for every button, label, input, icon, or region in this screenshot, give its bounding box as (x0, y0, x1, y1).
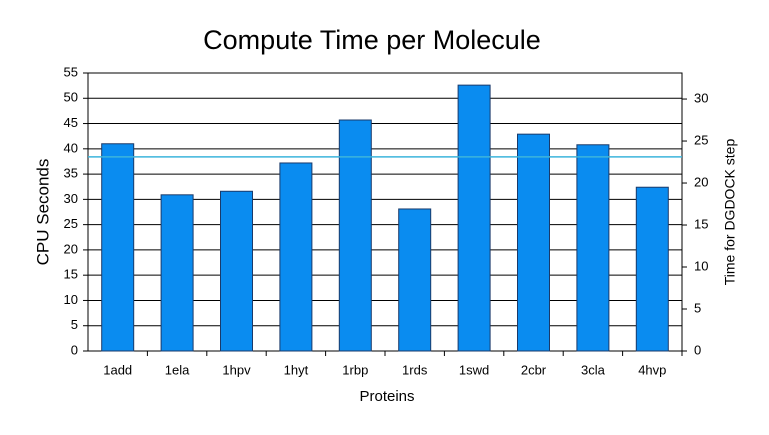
bar (101, 143, 135, 352)
bar (220, 190, 253, 352)
y2-axis-label: Time for DGDOCK step (722, 139, 738, 286)
bar (457, 84, 491, 352)
x-tick-label: 1rds (402, 362, 428, 377)
bar (398, 208, 432, 352)
y-tick-label: 25 (64, 216, 78, 231)
y2-tick-label: 10 (694, 258, 708, 273)
y-tick-label: 40 (64, 140, 78, 155)
bar (279, 162, 313, 352)
x-tick-label: 4hvp (638, 362, 666, 377)
y-tick-label: 30 (64, 191, 78, 206)
chart-title: Compute Time per Molecule (203, 25, 541, 55)
x-tick-label: 1hpv (222, 362, 251, 377)
bar (160, 194, 194, 352)
y-tick-label: 45 (64, 115, 78, 130)
y-axis-label: CPU Seconds (33, 159, 52, 266)
y-tick-label: 10 (64, 292, 78, 307)
y-tick-label: 15 (64, 267, 78, 282)
y-tick-label: 35 (64, 166, 78, 181)
y-tick-label: 50 (64, 90, 78, 105)
y-tick-label: 0 (71, 342, 78, 357)
y2-tick-label: 5 (694, 300, 701, 315)
bar (338, 119, 372, 352)
x-tick-label: 1swd (459, 362, 489, 377)
x-tick-label: 1ela (165, 362, 190, 377)
y2-tick-label: 30 (694, 90, 708, 105)
bar (517, 133, 550, 352)
y2-tick-label: 20 (694, 174, 708, 189)
y2-tick-label: 25 (694, 132, 708, 147)
bar (635, 186, 669, 352)
y-tick-label: 5 (71, 317, 78, 332)
x-tick-label: 1add (103, 362, 132, 377)
y2-tick-label: 15 (694, 216, 708, 231)
y-tick-label: 55 (64, 64, 78, 79)
x-tick-label: 1rbp (342, 362, 368, 377)
x-tick-label: 1hyt (284, 362, 309, 377)
bar (576, 144, 610, 352)
x-tick-label: 3cla (581, 362, 606, 377)
x-axis-label: Proteins (359, 388, 414, 405)
y2-tick-label: 0 (694, 342, 701, 357)
x-tick-label: 2cbr (521, 362, 547, 377)
y-tick-label: 20 (64, 241, 78, 256)
